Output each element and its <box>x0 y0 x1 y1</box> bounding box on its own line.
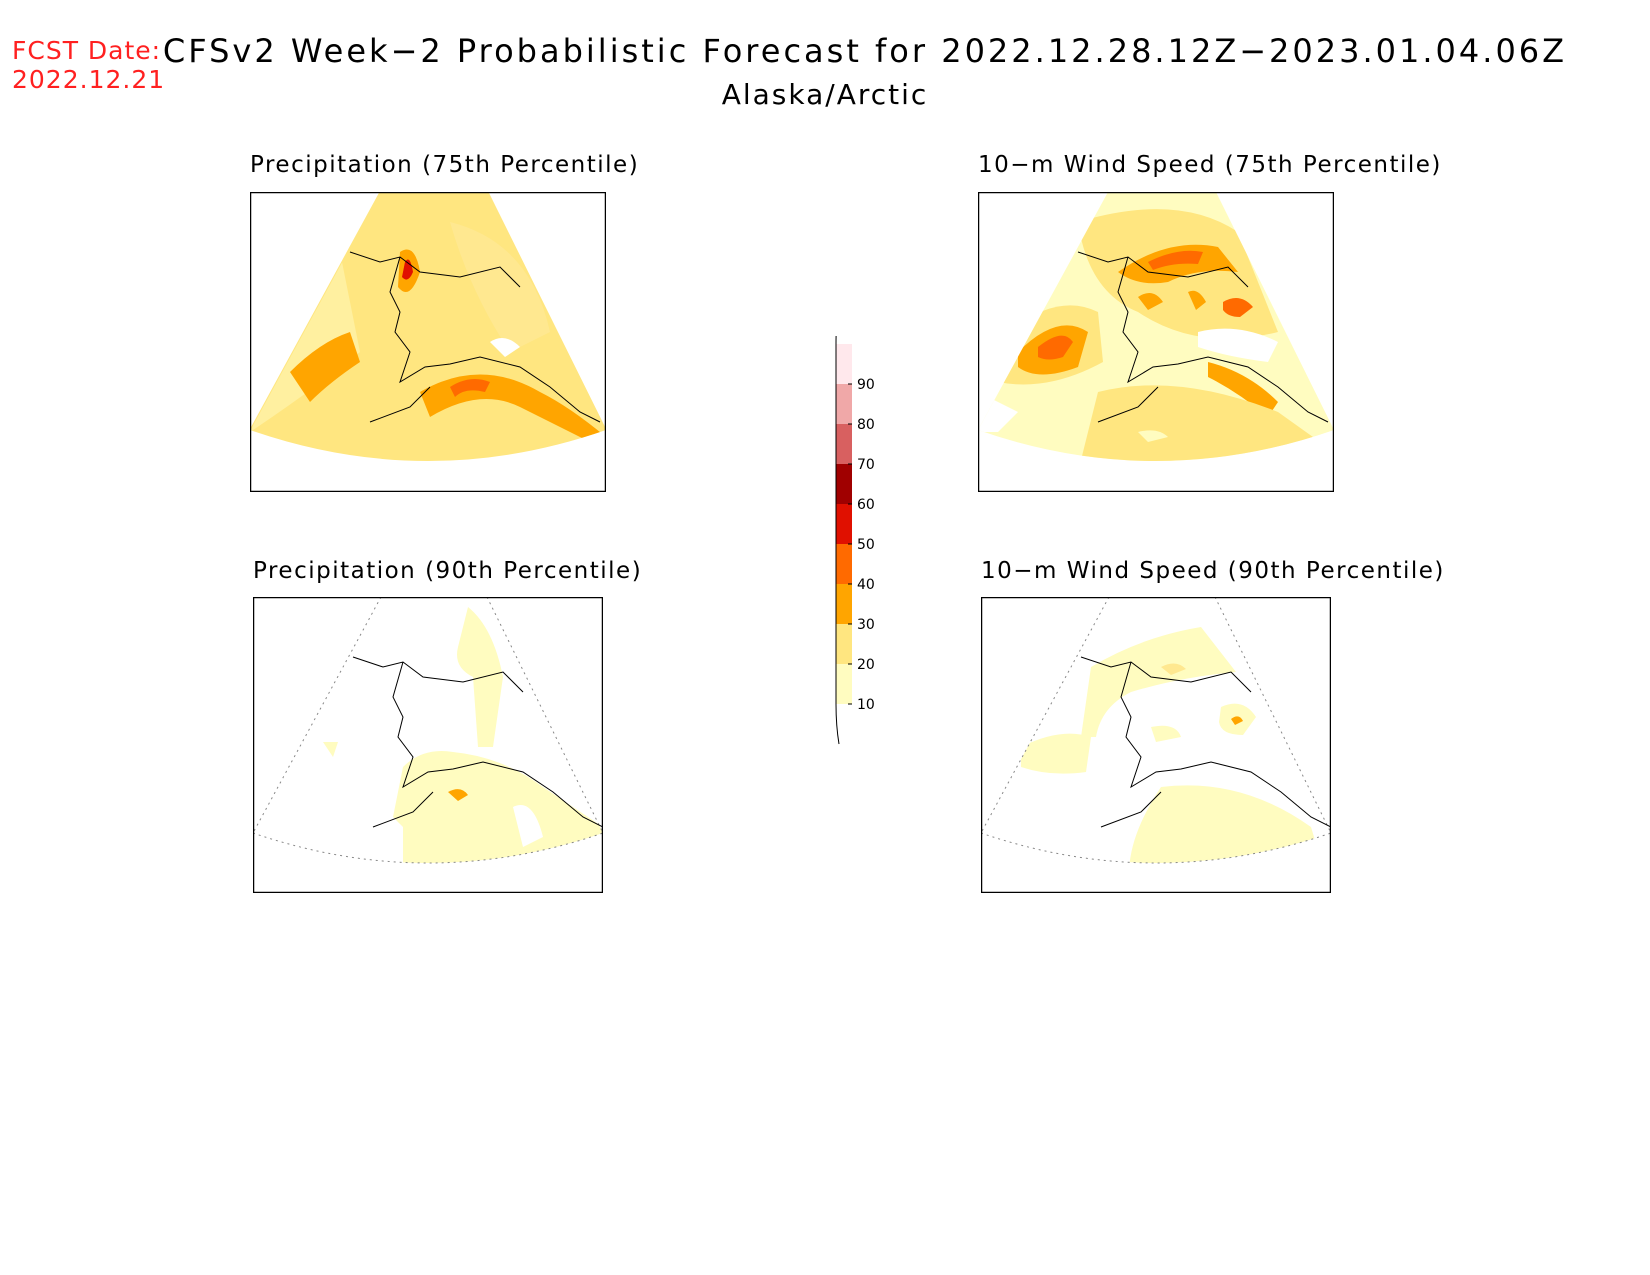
colorbar-tick-label: 70 <box>857 457 875 473</box>
panel-title-wind-75: 10−m Wind Speed (75th Percentile) <box>978 152 1442 178</box>
map-wind-75 <box>978 192 1334 492</box>
page-subtitle: Alaska/Arctic <box>721 78 929 111</box>
colorbar-tick-label: 30 <box>857 617 875 633</box>
colorbar-swatch <box>836 664 852 704</box>
colorbar-tick-label: 20 <box>857 657 875 673</box>
panel-title-wind-90: 10−m Wind Speed (90th Percentile) <box>981 558 1445 584</box>
colorbar-swatch <box>836 544 852 584</box>
panel-title-precip-90: Precipitation (90th Percentile) <box>253 558 643 584</box>
fcst-date-value: 2022.12.21 <box>12 65 166 94</box>
colorbar-bottom-cap <box>835 703 840 745</box>
colorbar-swatch <box>836 624 852 664</box>
panel-title-precip-75: Precipitation (75th Percentile) <box>250 152 640 178</box>
colorbar-swatch <box>836 344 852 384</box>
colorbar-swatch <box>836 584 852 624</box>
colorbar-tick-label: 50 <box>857 537 875 553</box>
colorbar-swatch <box>836 504 852 544</box>
colorbar-tick-label: 40 <box>857 577 875 593</box>
map-wind-90 <box>981 597 1331 893</box>
colorbar-tick-label: 90 <box>857 377 875 393</box>
colorbar-swatch <box>836 384 852 424</box>
colorbar-top-cap <box>835 336 837 345</box>
colorbar-tick-label: 10 <box>857 697 875 713</box>
colorbar: 10 20 30 40 50 60 70 80 90 <box>835 336 875 745</box>
map-precip-75 <box>250 192 606 492</box>
fcst-date-block: FCST Date: 2022.12.21 <box>12 36 165 94</box>
page-title: CFSv2 Week−2 Probabilistic Forecast for … <box>162 32 1568 70</box>
colorbar-swatch <box>836 424 852 464</box>
colorbar-tick-label: 80 <box>857 417 875 433</box>
map-precip-90 <box>253 597 603 893</box>
colorbar-tick-label: 60 <box>857 497 875 513</box>
fcst-date-label: FCST Date: <box>12 36 162 65</box>
colorbar-swatch <box>836 464 852 504</box>
